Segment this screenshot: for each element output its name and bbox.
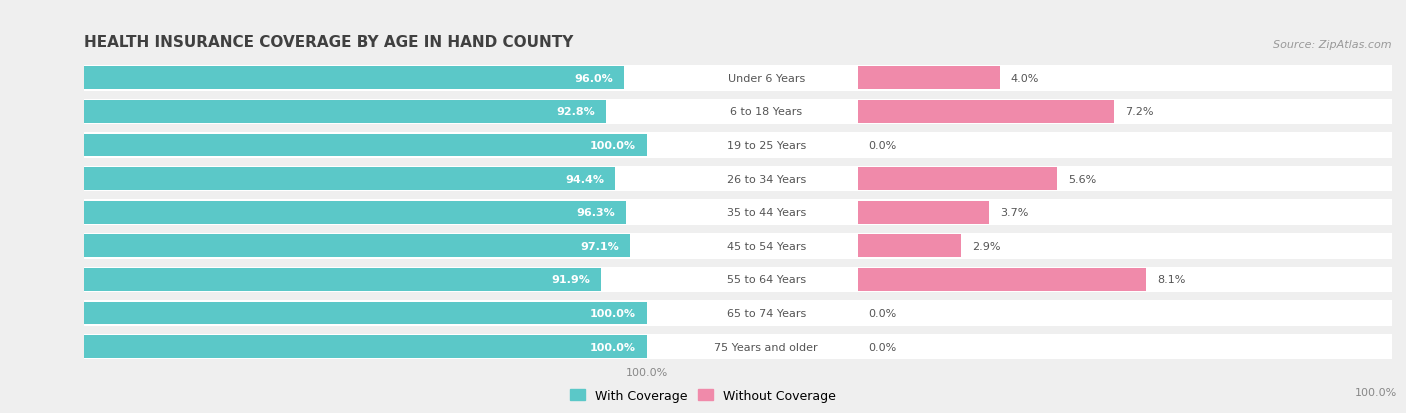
Bar — [84, 100, 675, 125]
Bar — [858, 66, 1392, 91]
Bar — [858, 233, 1392, 259]
Text: 55 to 64 Years: 55 to 64 Years — [727, 275, 806, 285]
Text: 75 Years and older: 75 Years and older — [714, 342, 818, 352]
Text: 100.0%: 100.0% — [589, 141, 636, 151]
Text: HEALTH INSURANCE COVERAGE BY AGE IN HAND COUNTY: HEALTH INSURANCE COVERAGE BY AGE IN HAND… — [84, 35, 574, 50]
Bar — [858, 101, 1114, 123]
Bar — [84, 201, 626, 224]
Bar — [858, 301, 1392, 326]
Text: 8.1%: 8.1% — [1157, 275, 1185, 285]
Text: 94.4%: 94.4% — [565, 174, 605, 184]
Bar — [858, 133, 1392, 159]
Bar — [84, 268, 602, 291]
Text: 92.8%: 92.8% — [557, 107, 595, 117]
Text: 4.0%: 4.0% — [1011, 74, 1039, 84]
Text: 35 to 44 Years: 35 to 44 Years — [727, 208, 806, 218]
Text: 100.0%: 100.0% — [1355, 387, 1398, 398]
Bar — [675, 301, 858, 326]
Text: 2.9%: 2.9% — [972, 241, 1000, 251]
Text: 6 to 18 Years: 6 to 18 Years — [730, 107, 803, 117]
Bar — [84, 301, 675, 326]
Text: Under 6 Years: Under 6 Years — [728, 74, 804, 84]
Bar — [858, 168, 1057, 190]
Text: 45 to 54 Years: 45 to 54 Years — [727, 241, 806, 251]
Bar — [675, 233, 858, 259]
Bar — [675, 133, 858, 159]
Text: Source: ZipAtlas.com: Source: ZipAtlas.com — [1274, 40, 1392, 50]
Text: 19 to 25 Years: 19 to 25 Years — [727, 141, 806, 151]
Bar — [84, 235, 630, 258]
Text: 7.2%: 7.2% — [1125, 107, 1153, 117]
Bar — [84, 133, 675, 159]
Bar — [858, 200, 1392, 225]
Bar — [858, 166, 1392, 192]
Bar — [84, 166, 675, 192]
Text: 5.6%: 5.6% — [1067, 174, 1097, 184]
Text: 3.7%: 3.7% — [1000, 208, 1029, 218]
Bar — [675, 100, 858, 125]
Text: 97.1%: 97.1% — [581, 241, 619, 251]
Bar — [858, 67, 1000, 90]
Bar — [858, 334, 1392, 359]
Bar — [675, 200, 858, 225]
Text: 96.0%: 96.0% — [574, 74, 613, 84]
Text: 26 to 34 Years: 26 to 34 Years — [727, 174, 806, 184]
Bar — [84, 335, 647, 358]
Bar — [858, 100, 1392, 125]
Text: 0.0%: 0.0% — [869, 342, 897, 352]
Bar — [84, 233, 675, 259]
Bar — [675, 334, 858, 359]
Bar — [84, 66, 675, 91]
Bar — [84, 267, 675, 292]
Text: 0.0%: 0.0% — [869, 141, 897, 151]
Bar — [858, 268, 1146, 291]
Text: 96.3%: 96.3% — [576, 208, 614, 218]
Text: 0.0%: 0.0% — [869, 308, 897, 318]
Text: 100.0%: 100.0% — [589, 308, 636, 318]
Bar — [84, 168, 616, 190]
Legend: With Coverage, Without Coverage: With Coverage, Without Coverage — [565, 384, 841, 407]
Bar — [84, 101, 606, 123]
Bar — [84, 67, 624, 90]
Bar — [675, 166, 858, 192]
Bar — [675, 267, 858, 292]
Bar — [84, 200, 675, 225]
Bar — [84, 134, 647, 157]
Bar — [858, 201, 990, 224]
Bar — [84, 302, 647, 325]
Text: 65 to 74 Years: 65 to 74 Years — [727, 308, 806, 318]
Bar — [858, 235, 960, 258]
Bar — [675, 66, 858, 91]
Text: 91.9%: 91.9% — [551, 275, 591, 285]
Bar — [84, 334, 675, 359]
Text: 100.0%: 100.0% — [589, 342, 636, 352]
Bar — [858, 267, 1392, 292]
